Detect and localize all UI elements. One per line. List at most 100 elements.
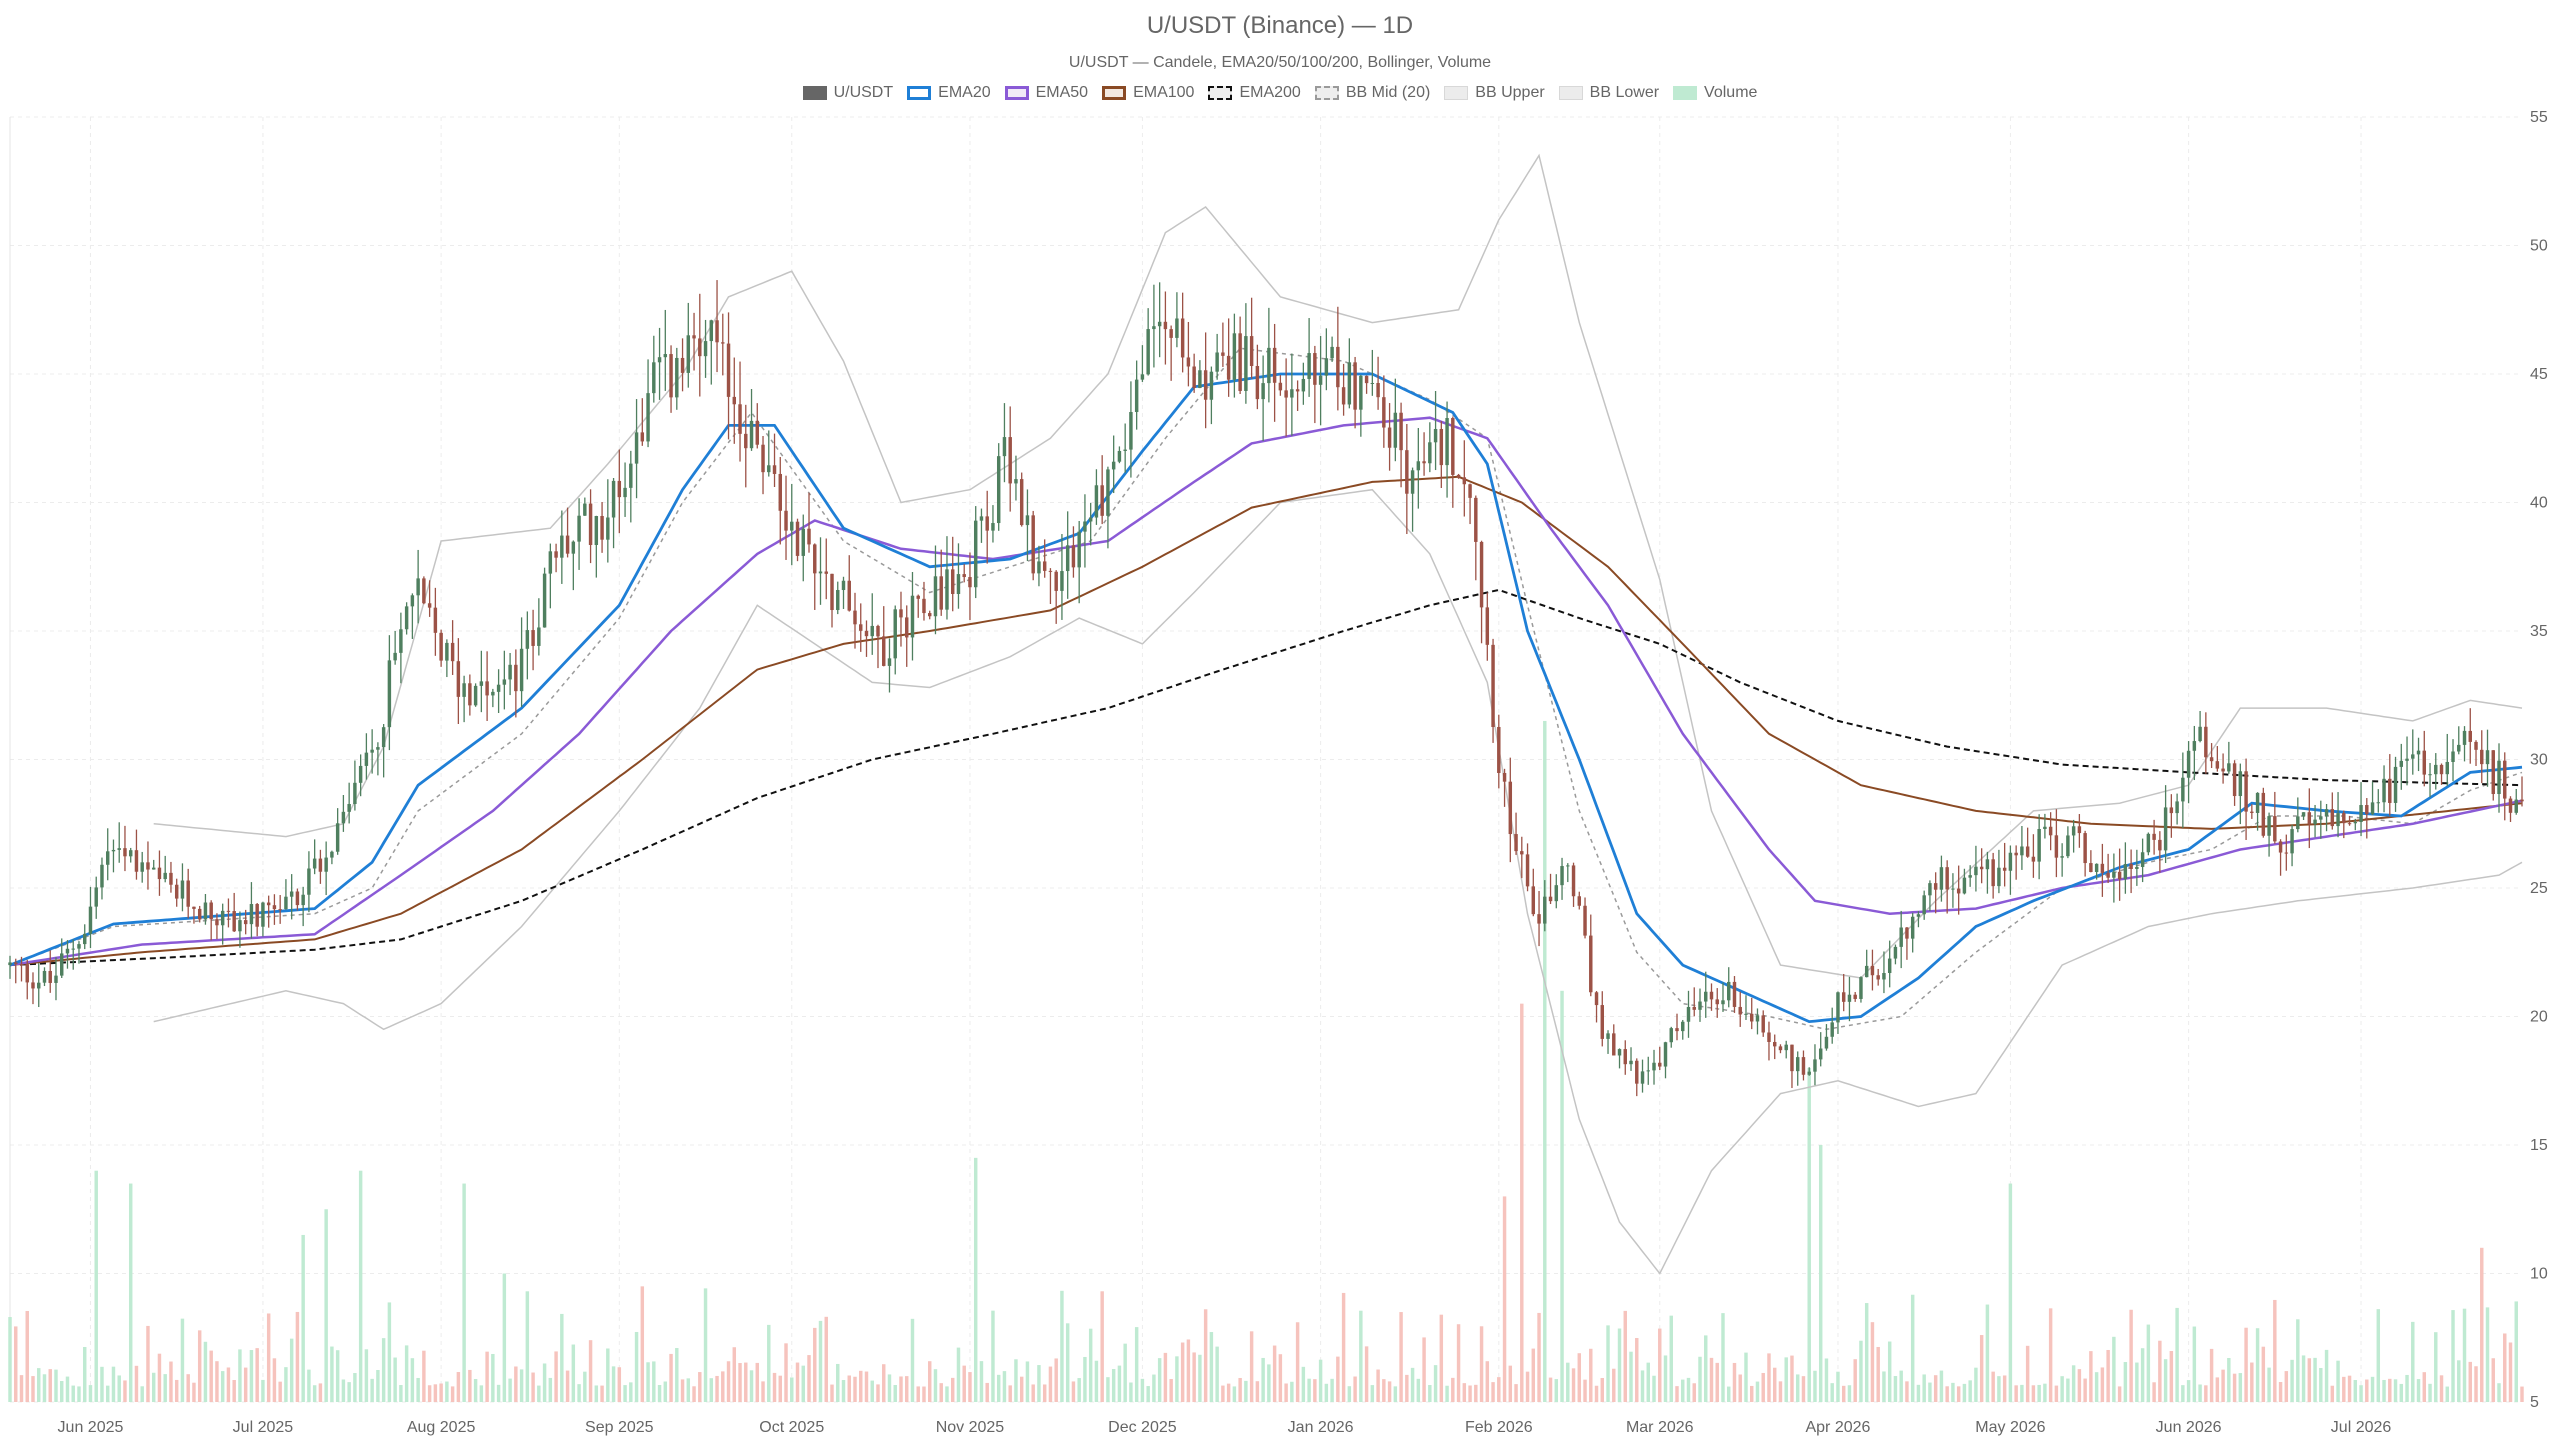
volume-bar xyxy=(1198,1354,1202,1402)
candle-body xyxy=(525,630,530,649)
candle-body xyxy=(1514,834,1518,852)
candle-body xyxy=(2359,805,2363,823)
candle-body xyxy=(692,335,696,339)
volume-bar xyxy=(1646,1362,1650,1402)
volume-bar xyxy=(1956,1386,1961,1402)
candle-body xyxy=(1922,895,1926,915)
volume-bar xyxy=(2100,1367,2105,1402)
candle-body xyxy=(1612,1033,1616,1056)
candle-body xyxy=(537,627,541,646)
candle-body xyxy=(1594,992,1599,1006)
candle-body xyxy=(2094,863,2099,873)
candle-body xyxy=(2301,812,2306,817)
volume-bar xyxy=(2014,1385,2018,1402)
volume-bar xyxy=(1520,1003,1524,1402)
candle-body xyxy=(1692,1006,1696,1010)
volume-bar xyxy=(2405,1374,2409,1402)
candle-body xyxy=(830,573,834,611)
candle-body xyxy=(2192,741,2197,751)
volume-bar xyxy=(1370,1385,1375,1402)
candle-body xyxy=(2468,730,2472,742)
volume-bar xyxy=(19,1375,24,1402)
candle-body xyxy=(1646,1070,1650,1072)
volume-bar xyxy=(8,1317,12,1402)
legend-item-u-usdt[interactable]: U/USDT xyxy=(802,84,893,102)
volume-bar xyxy=(795,1362,800,1402)
volume-bar xyxy=(1405,1374,1409,1402)
volume-bar xyxy=(841,1380,846,1402)
volume-bar xyxy=(2083,1378,2087,1402)
candle-body xyxy=(491,691,495,696)
volume-bar xyxy=(778,1375,782,1402)
candle-body xyxy=(1025,515,1030,526)
candle-body xyxy=(439,632,443,661)
volume-bar xyxy=(2192,1326,2197,1402)
volume-bar xyxy=(1589,1348,1593,1402)
volume-bar xyxy=(1456,1324,1461,1402)
candle-body xyxy=(2290,829,2294,854)
candle-body xyxy=(2221,768,2225,772)
candle-body xyxy=(698,338,702,357)
volume-bar xyxy=(163,1374,167,1402)
candle-body xyxy=(1077,531,1081,568)
candle-body xyxy=(2043,826,2047,830)
volume-bar xyxy=(824,1316,828,1402)
candle-body xyxy=(163,872,167,880)
legend-item-bb-lower[interactable]: BB Lower xyxy=(1558,84,1659,102)
volume-bar xyxy=(2169,1350,2174,1402)
legend-item-ema100[interactable]: EMA100 xyxy=(1102,84,1194,102)
candle-body xyxy=(2393,766,2398,803)
volume-bar xyxy=(634,1331,639,1402)
volume-bar xyxy=(1376,1369,1380,1402)
candle-body xyxy=(347,803,351,812)
candle-body xyxy=(2353,822,2358,824)
volume-bar xyxy=(157,1353,162,1402)
volume-bar xyxy=(2296,1319,2300,1402)
legend-swatch xyxy=(1208,86,1233,100)
volume-bar xyxy=(117,1375,121,1402)
volume-bar xyxy=(261,1379,265,1402)
volume-bar xyxy=(180,1318,185,1402)
volume-bar xyxy=(2221,1369,2225,1402)
legend-item-ema200[interactable]: EMA200 xyxy=(1208,84,1301,102)
candle-body xyxy=(1134,379,1139,413)
volume-bar xyxy=(732,1347,737,1402)
volume-bar xyxy=(2370,1376,2375,1402)
candle-body xyxy=(341,811,346,824)
volume-bar xyxy=(376,1370,380,1402)
volume-bar xyxy=(1290,1381,1294,1402)
volume-bar xyxy=(1738,1374,1742,1402)
volume-bar xyxy=(1272,1345,1277,1402)
candle-body xyxy=(1520,851,1524,855)
volume-bar xyxy=(531,1372,535,1402)
ema200-line xyxy=(9,588,2523,967)
volume-bar xyxy=(496,1384,501,1402)
volume-bar xyxy=(1813,1370,1817,1402)
candle-body xyxy=(445,642,449,661)
candle-body xyxy=(1203,370,1208,400)
legend-item-bb-mid-20-[interactable]: BB Mid (20) xyxy=(1314,84,1430,102)
candle-body xyxy=(215,919,219,926)
candle-body xyxy=(94,887,98,907)
candle-body xyxy=(910,595,915,638)
volume-bar xyxy=(25,1310,29,1402)
legend-item-ema50[interactable]: EMA50 xyxy=(1004,84,1088,102)
volume-bar xyxy=(600,1385,604,1402)
volume-bar xyxy=(1853,1359,1857,1402)
volume-bar xyxy=(2037,1384,2041,1402)
legend-item-bb-upper[interactable]: BB Upper xyxy=(1444,84,1545,102)
candle-body xyxy=(1997,867,2001,887)
volume-bar xyxy=(2031,1385,2036,1402)
legend-item-ema20[interactable]: EMA20 xyxy=(907,84,991,102)
candle-body xyxy=(680,357,685,373)
volume-bar xyxy=(255,1348,259,1402)
candle-body xyxy=(364,752,369,766)
candle-body xyxy=(2112,871,2116,878)
volume-bar xyxy=(519,1369,524,1402)
volume-bar xyxy=(422,1350,426,1402)
volume-bar xyxy=(353,1373,357,1402)
volume-bar xyxy=(1928,1382,1932,1402)
legend-item-volume[interactable]: Volume xyxy=(1673,84,1757,102)
volume-bar xyxy=(2186,1380,2191,1402)
candle-body xyxy=(1428,442,1432,464)
